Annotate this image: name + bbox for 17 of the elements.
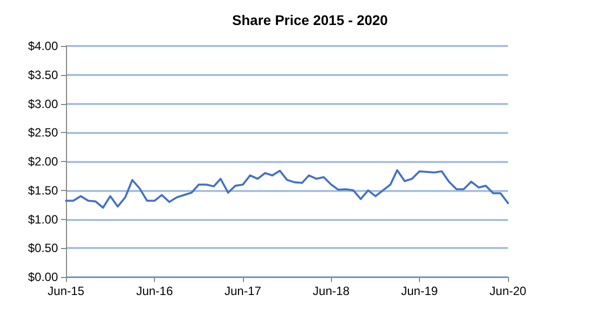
x-tick-label: Jun-16 — [136, 284, 174, 298]
y-tick-label: $0.50 — [28, 241, 58, 256]
line-series — [65, 169, 509, 209]
x-tick-label: Jun-18 — [312, 284, 350, 298]
y-tick-label: $3.00 — [28, 96, 58, 111]
x-tick-label: Jun-17 — [224, 284, 262, 298]
y-tick-label: $0.00 — [28, 270, 58, 284]
y-tick-label: $1.00 — [28, 212, 58, 226]
x-tick-label: Jun-15 — [48, 284, 85, 298]
y-tick-label: $2.00 — [28, 154, 58, 168]
y-tick-label: $3.50 — [28, 68, 58, 82]
x-tick-label: Jun-20 — [490, 284, 527, 298]
y-tick-label: $4.00 — [28, 39, 58, 53]
x-tick-label: Jun-19 — [401, 284, 438, 298]
chart-title: Share Price 2015 - 2020 — [232, 12, 388, 28]
y-tick-label: $1.50 — [28, 183, 58, 198]
y-tick-label: $2.50 — [28, 126, 58, 140]
